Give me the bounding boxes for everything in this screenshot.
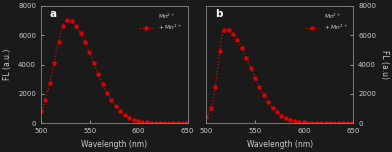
Text: a: a [50,9,57,19]
X-axis label: Wavelength (nm): Wavelength (nm) [81,140,147,149]
Text: b: b [215,9,223,19]
Legend: Mn$^{2+}$, + Mn$^{2+}$: Mn$^{2+}$, + Mn$^{2+}$ [302,9,350,35]
Y-axis label: FL (a.u.): FL (a.u.) [4,49,13,80]
Legend: Mn$^{2+}$, + Mn$^{2+}$: Mn$^{2+}$, + Mn$^{2+}$ [137,9,185,35]
Y-axis label: FL (a.u): FL (a.u) [379,50,388,79]
X-axis label: Wavelength (nm): Wavelength (nm) [247,140,313,149]
